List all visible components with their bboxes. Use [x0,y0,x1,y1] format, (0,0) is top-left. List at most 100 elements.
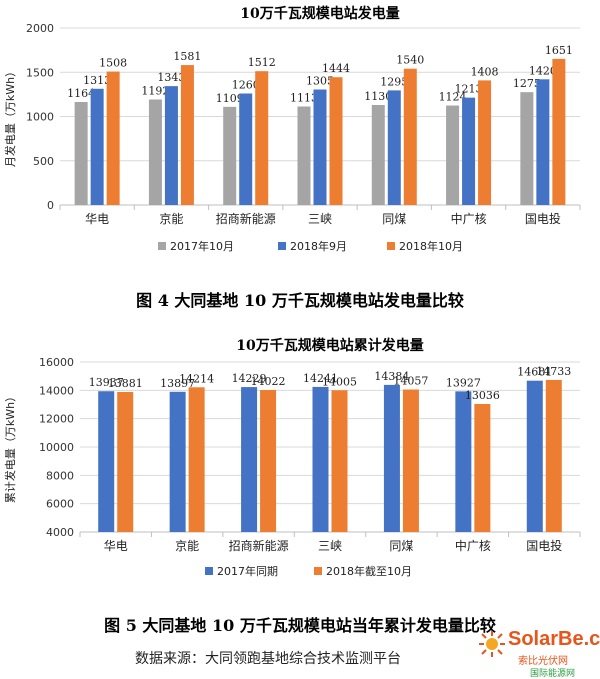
category-label: 国电投 [526,538,562,553]
data-label: 13897 [160,377,195,390]
data-label: 1109 [216,92,244,105]
data-label: 1512 [248,56,276,69]
bar [241,387,258,532]
data-label: 14022 [251,375,286,388]
data-label: 14229 [232,372,267,385]
data-label: 14384 [374,370,409,383]
data-source-note: 数据来源：大同领跑基地综合技术监测平台 [135,651,401,667]
y-tick-label: 6000 [46,498,74,511]
legend-label: 2017年10月 [170,239,234,253]
logo-subtext: 索比光伏网 [518,656,568,667]
data-label: 1295 [380,75,408,88]
data-label: 1540 [396,54,424,67]
data-label: 1260 [232,78,260,91]
data-label: 1408 [471,65,499,78]
data-label: 14733 [536,365,571,378]
bar [90,88,104,205]
data-label: 1651 [545,44,573,57]
bar [446,105,460,205]
bar [536,79,550,205]
y-tick-label: 1000 [26,111,54,124]
category-label: 京能 [159,212,183,226]
bar [526,380,543,532]
bar [169,391,186,532]
data-label: 1192 [141,85,169,98]
category-label: 招商新能源 [216,211,276,226]
category-label: 三峡 [308,212,332,226]
data-label: 1113 [290,91,318,104]
legend-label: 2018年9月 [290,239,347,253]
y-tick-label: 12000 [39,413,74,426]
legend-swatch [278,242,286,250]
logo-text: SolarBe.com [508,628,600,650]
data-label: 13881 [108,377,143,390]
y-axis-title: 累计发电量（万kWh） [3,391,17,503]
category-label: 华电 [85,212,109,226]
bar [239,93,253,205]
data-label: 13036 [465,389,500,402]
logo-network-text: 国际能源网 [530,669,576,679]
bar [371,104,385,205]
data-label: 1213 [455,83,483,96]
category-label: 中广核 [455,538,491,553]
y-tick-label: 14000 [39,384,74,397]
category-label: 同煤 [382,212,406,226]
bar [106,71,120,206]
bar [552,58,566,205]
bar [520,92,534,205]
legend-label: 2018年10月 [399,239,463,253]
category-label: 招商新能源 [229,538,289,553]
data-label: 1444 [322,62,350,75]
bar [545,379,562,532]
data-label: 1581 [173,50,201,63]
y-tick-label: 0 [47,199,54,212]
legend-swatch [158,242,166,250]
bar [402,389,419,532]
legend-label: 2018年截至10月 [326,564,412,578]
data-label: 13927 [446,376,481,389]
data-label: 14214 [179,372,214,385]
data-label: 14005 [322,375,357,388]
data-label: 1124 [439,91,467,104]
data-label: 1508 [99,57,127,70]
y-tick-label: 16000 [39,356,74,369]
data-label: 1313 [83,74,111,87]
data-label: 14681 [517,366,552,379]
bar [117,392,134,532]
bar [403,68,417,206]
data-label: 1305 [306,75,334,88]
legend-swatch [314,567,322,575]
legend-swatch [387,242,395,250]
category-label: 中广核 [451,211,487,226]
bar [164,86,178,205]
y-tick-label: 2000 [26,22,54,35]
sun-logo-icon [479,631,505,657]
figure-4-caption: 图 4 大同基地 10 万千瓦规模电站发电量比较 [136,291,464,310]
chart-cumulative-generation: 10万千瓦规模电站累计发电量 4000 6000 8000 10000 12000 1400… [3,337,581,578]
bar [331,390,348,532]
bar [474,403,491,532]
data-label: 14057 [393,375,428,388]
data-label: 1343 [157,71,185,84]
chart-monthly-generation: 10万千瓦规模电站发电量 0 500 1000 1500 2000 月发电量（万kWh） 华电… [3,5,581,253]
data-label: 13937 [89,376,124,389]
bar [188,387,205,532]
y-tick-label: 10000 [39,441,74,454]
bar [383,384,400,532]
bar [260,390,277,532]
y-tick-label: 1500 [26,66,54,79]
y-tick-label: 4000 [46,526,74,539]
chart-title: 10万千瓦规模电站累计发电量 [236,337,423,354]
figure-5-caption: 图 5 大同基地 10 万千瓦规模电站当年累计发电量比较 [104,616,496,635]
category-label: 华电 [104,539,128,553]
bar [329,77,343,205]
bar [455,391,472,532]
y-axis-title: 月发电量（万kWh） [3,66,17,167]
category-label: 国电投 [525,211,561,226]
bar [478,80,492,205]
data-label: 1130 [364,90,392,103]
bar [74,101,88,205]
y-tick-label: 500 [33,155,54,168]
data-label: 1275 [513,77,541,90]
bar [313,89,327,205]
